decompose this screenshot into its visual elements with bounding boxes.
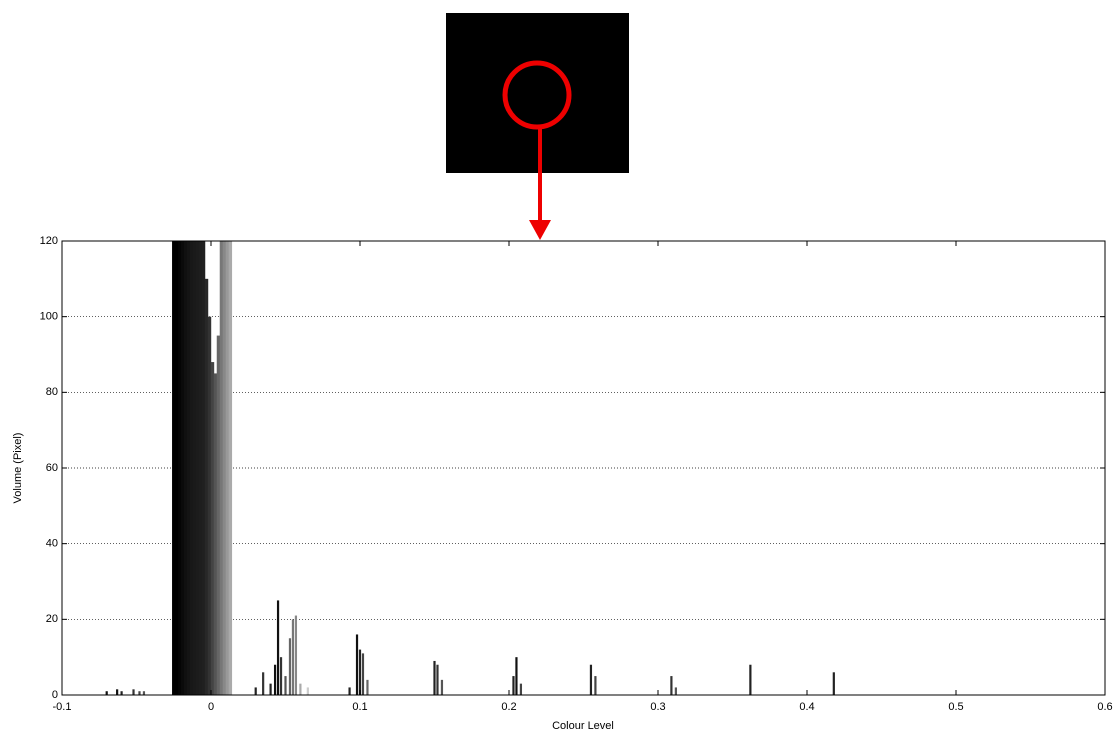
- y-tick-label: 100: [40, 311, 58, 323]
- bar: [274, 665, 276, 695]
- bar: [217, 336, 220, 695]
- bar: [295, 616, 297, 695]
- bar: [515, 657, 517, 695]
- bar: [670, 676, 672, 695]
- bar: [106, 691, 108, 695]
- bar: [214, 373, 217, 695]
- bar: [675, 687, 677, 695]
- bar: [223, 241, 226, 695]
- bar: [138, 691, 140, 695]
- bar: [356, 634, 358, 695]
- bar: [307, 687, 309, 695]
- bar: [229, 241, 232, 695]
- bar: [441, 680, 443, 695]
- bar: [202, 241, 205, 695]
- bar: [184, 241, 187, 695]
- bar: [436, 665, 438, 695]
- inset-image: [446, 13, 629, 173]
- bar: [594, 676, 596, 695]
- arrow-head: [529, 220, 551, 240]
- bar: [196, 241, 199, 695]
- bar: [366, 680, 368, 695]
- x-tick-label: 0.3: [650, 701, 665, 713]
- x-axis-label: Colour Level: [552, 720, 614, 732]
- bar: [116, 689, 118, 695]
- bar: [262, 672, 264, 695]
- bar: [220, 241, 223, 695]
- bar: [277, 600, 279, 695]
- bar: [255, 687, 257, 695]
- bar: [175, 241, 178, 695]
- bar: [172, 241, 175, 695]
- y-tick-label: 20: [46, 613, 58, 625]
- bar: [211, 362, 214, 695]
- bar: [208, 317, 211, 695]
- bar: [590, 665, 592, 695]
- bar: [178, 241, 181, 695]
- x-tick-label: 0.5: [948, 701, 963, 713]
- bar: [143, 691, 145, 695]
- x-tick-label: 0.1: [352, 701, 367, 713]
- bar: [833, 672, 835, 695]
- bar: [199, 241, 202, 695]
- y-tick-label: 80: [46, 386, 58, 398]
- bar: [205, 279, 208, 695]
- bar: [187, 241, 190, 695]
- bar: [121, 691, 123, 695]
- bar: [299, 684, 301, 695]
- bar: [362, 653, 364, 695]
- bar: [512, 676, 514, 695]
- y-tick-label: 40: [46, 538, 58, 550]
- x-tick-label: 0.4: [799, 701, 814, 713]
- bar: [284, 676, 286, 695]
- x-tick-label: 0: [208, 701, 214, 713]
- x-tick-label: 0.6: [1097, 701, 1112, 713]
- bar: [359, 650, 361, 695]
- bar: [433, 661, 435, 695]
- bar: [749, 665, 751, 695]
- bar: [348, 687, 350, 695]
- y-tick-label: 0: [52, 689, 58, 701]
- bar: [289, 638, 291, 695]
- bar: [132, 689, 134, 695]
- y-tick-label: 60: [46, 462, 58, 474]
- x-tick-label: 0.2: [501, 701, 516, 713]
- bar: [193, 241, 196, 695]
- x-tick-label: -0.1: [53, 701, 72, 713]
- bar: [270, 684, 272, 695]
- bar: [520, 684, 522, 695]
- bar: [292, 619, 294, 695]
- bar: [226, 241, 229, 695]
- y-tick-label: 120: [40, 235, 58, 247]
- bar: [181, 241, 184, 695]
- y-axis-label: Volume (Pixel): [12, 433, 24, 504]
- page: Colour Level Volume (Pixel) 0 20 40 60 80 100…: [0, 0, 1117, 735]
- bar: [190, 241, 193, 695]
- bar: [280, 657, 282, 695]
